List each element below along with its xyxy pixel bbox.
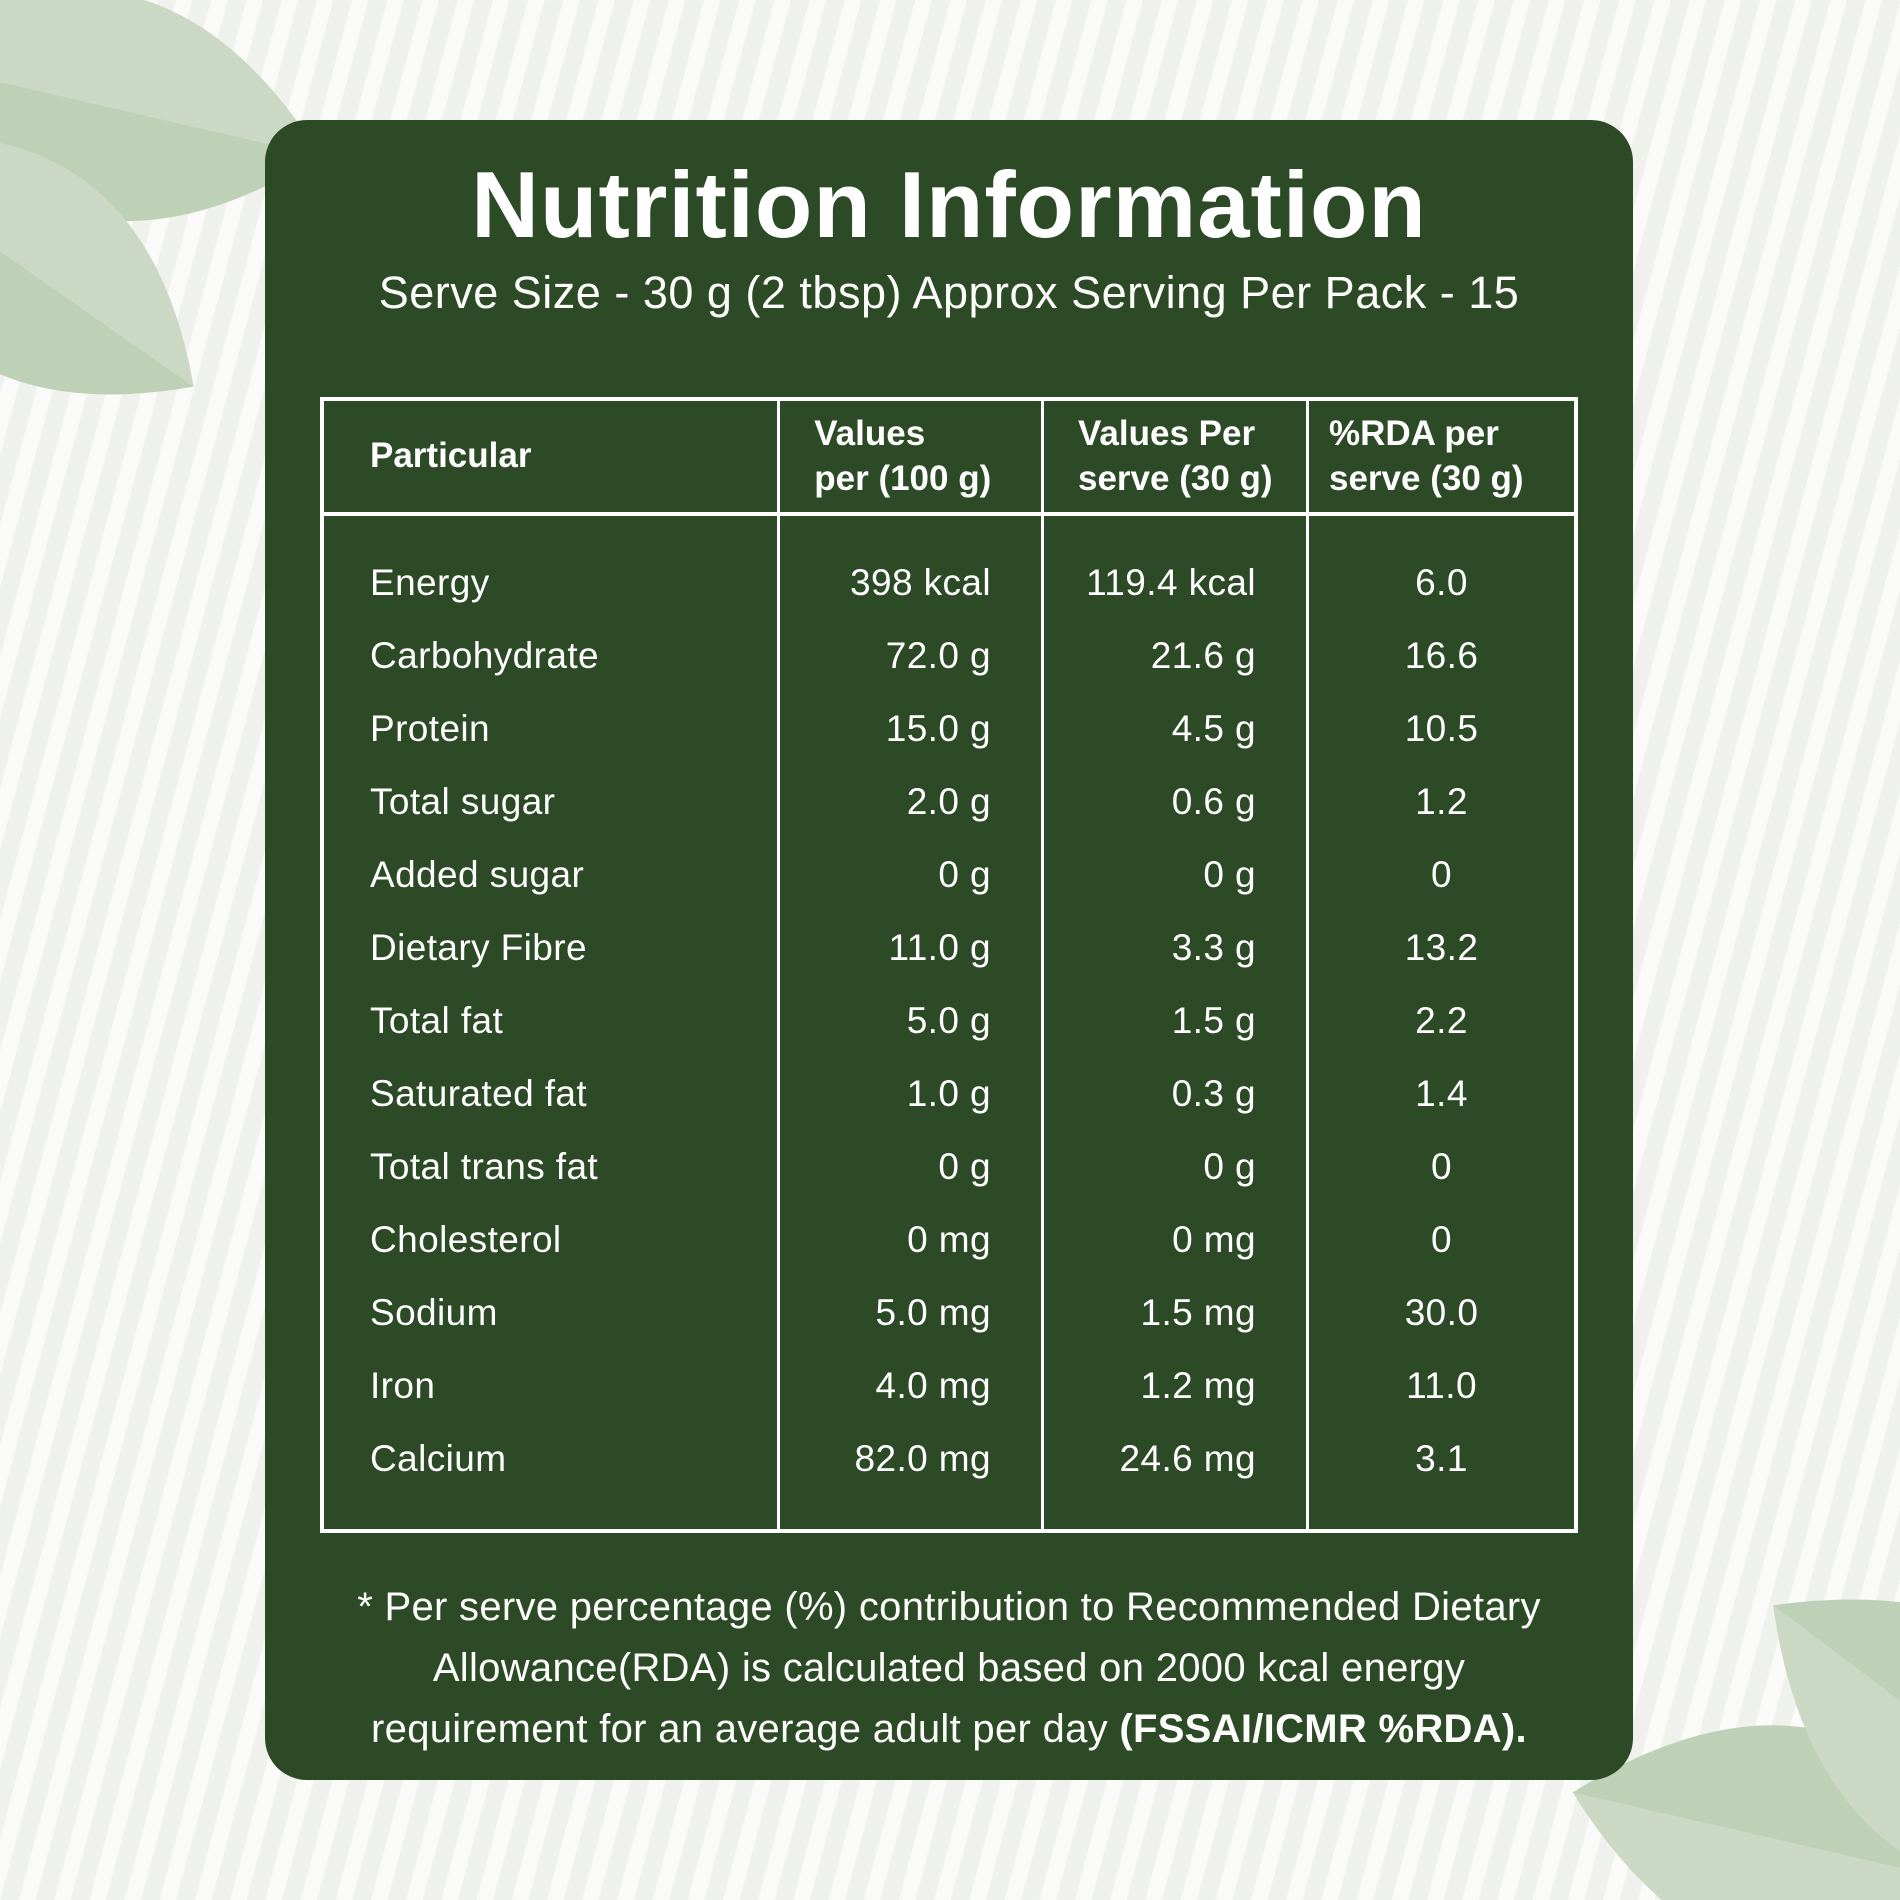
value-per-100g: 2.0 g — [780, 765, 1044, 839]
rda-percent: 11.0 — [1406, 1364, 1477, 1406]
value-per-100g: 5.0 g — [780, 984, 1044, 1058]
rda-footnote: * Per serve percentage (%) contribution … — [334, 1577, 1564, 1759]
value-per-serve: 24.6 mg — [1044, 1422, 1309, 1496]
leaf-icon — [0, 135, 194, 395]
row-label: Protein — [324, 692, 781, 766]
rda-percent: 6.0 — [1415, 561, 1468, 603]
value-per-100g: 5.0 mg — [780, 1276, 1044, 1350]
footnote-rda-source: (FSSAI/ICMR %RDA). — [1119, 1706, 1527, 1751]
value-per-100g: 398 kcal — [780, 546, 1044, 620]
value-per-100g: 82.0 mg — [780, 1422, 1044, 1496]
rda-percent: 2.2 — [1415, 999, 1468, 1041]
rda-percent: 0 — [1431, 1218, 1452, 1260]
value-per-serve: 4.5 g — [1044, 692, 1309, 766]
nutrition-label-panel: Nutrition Information Serve Size - 30 g … — [265, 120, 1633, 1780]
value-per-100g: 15.0 g — [780, 692, 1044, 766]
row-label: Calcium — [324, 1422, 781, 1496]
table-spacer — [780, 1495, 1044, 1530]
column-header-values-per-serve: Values Per serve (30 g) — [1044, 401, 1309, 517]
value-per-serve: 0.3 g — [1044, 1057, 1309, 1131]
row-label: Sodium — [324, 1276, 781, 1350]
row-label: Iron — [324, 1349, 781, 1423]
value-per-100g: 1.0 g — [780, 1057, 1044, 1131]
row-label: Total trans fat — [324, 1130, 781, 1204]
footnote-line-1: * Per serve percentage (%) contribution … — [357, 1585, 1541, 1630]
column-header-particular: Particular — [324, 401, 781, 517]
footnote-line-2: Allowance(RDA) is calculated based on 20… — [432, 1646, 1466, 1691]
value-per-serve: 21.6 g — [1044, 619, 1309, 693]
nutrition-table: Particular Values per (100 g) Values Per… — [320, 397, 1578, 1534]
table-spacer — [324, 516, 781, 547]
row-label: Added sugar — [324, 838, 781, 912]
value-per-100g: 11.0 g — [780, 911, 1044, 985]
value-per-serve: 0.6 g — [1044, 765, 1309, 839]
row-label: Total sugar — [324, 765, 781, 839]
row-label: Total fat — [324, 984, 781, 1058]
column-header-rda-per-serve: %RDA per serve (30 g) — [1309, 401, 1574, 517]
value-per-100g: 72.0 g — [780, 619, 1044, 693]
value-per-100g: 0 g — [780, 1130, 1044, 1204]
value-per-serve: 0 g — [1044, 1130, 1309, 1204]
row-label: Energy — [324, 546, 781, 620]
rda-percent: 3.1 — [1415, 1437, 1468, 1479]
column-header-values-per-100g: Values per (100 g) — [780, 401, 1044, 517]
table-spacer — [324, 1495, 781, 1530]
rda-percent: 30.0 — [1404, 1291, 1479, 1333]
rda-percent: 16.6 — [1404, 634, 1479, 676]
rda-percent: 0 — [1431, 853, 1452, 895]
value-per-serve: 119.4 kcal — [1044, 546, 1309, 620]
value-per-serve: 0 mg — [1044, 1203, 1309, 1277]
table-spacer — [1309, 516, 1574, 546]
rda-percent: 1.2 — [1415, 780, 1468, 822]
rda-percent: 0 — [1431, 1145, 1452, 1187]
value-per-100g: 0 mg — [780, 1203, 1044, 1277]
rda-percent: 1.4 — [1415, 1072, 1468, 1114]
footnote-line-3: requirement for an average adult per day — [371, 1706, 1120, 1751]
row-label: Cholesterol — [324, 1203, 781, 1277]
row-label: Carbohydrate — [324, 619, 781, 693]
value-per-serve: 1.5 g — [1044, 984, 1309, 1058]
table-spacer — [1044, 1495, 1309, 1530]
serving-info: Serve Size - 30 g (2 tbsp) Approx Servin… — [378, 267, 1520, 319]
row-label: Dietary Fibre — [324, 911, 781, 985]
value-per-serve: 0 g — [1044, 838, 1309, 912]
value-per-serve: 3.3 g — [1044, 911, 1309, 985]
value-per-100g: 4.0 mg — [780, 1349, 1044, 1423]
table-spacer — [780, 516, 1044, 547]
page-title: Nutrition Information — [471, 152, 1427, 257]
value-per-100g: 0 g — [780, 838, 1044, 912]
rda-percent: 13.2 — [1404, 926, 1479, 968]
row-label: Saturated fat — [324, 1057, 781, 1131]
value-per-serve: 1.2 mg — [1044, 1349, 1309, 1423]
table-spacer — [1044, 516, 1309, 547]
table-spacer — [1309, 1495, 1574, 1529]
value-per-serve: 1.5 mg — [1044, 1276, 1309, 1350]
leaf-icon — [1772, 1599, 1900, 1900]
rda-percent: 10.5 — [1404, 707, 1479, 749]
